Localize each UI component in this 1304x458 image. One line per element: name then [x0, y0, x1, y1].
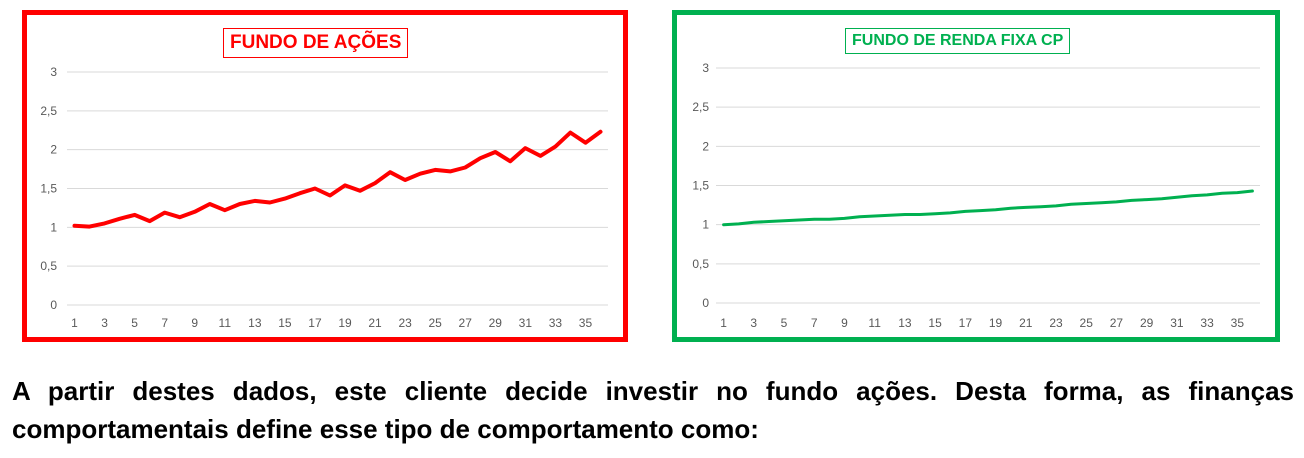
renda-fixa-x-tick-label: 25: [1080, 316, 1094, 330]
acoes-line-chart: 00,511,522,531 3 5 7 9 11 13 15 17 19 21 23 25 27 29 31…: [40, 65, 608, 330]
acoes-x-tick-label: 19: [338, 316, 352, 330]
renda-fixa-x-tick-label: 19: [989, 316, 1003, 330]
acoes-x-tick-label: 25: [429, 316, 443, 330]
acoes-y-tick-label: 1: [50, 220, 57, 234]
acoes-y-tick-label: 0,5: [40, 259, 57, 273]
renda-fixa-x-tick-label: 29: [1140, 316, 1154, 330]
renda-fixa-x-tick-label: 33: [1200, 316, 1214, 330]
renda-fixa-chart-panel: 0 0,5 1 1,5 2 2,5 3 1 3 5 7 9 11 13 15 17 19 21 23 25 27 29 31…: [672, 10, 1280, 342]
question-text: A partir destes dados, este cliente deci…: [12, 376, 1294, 444]
renda-fixa-y-tick-label: 1,5: [692, 179, 709, 193]
renda-fixa-x-tick-label: 15: [928, 316, 942, 330]
acoes-x-tick-label: 35: [579, 316, 593, 330]
renda-fixa-x-tick-label: 7: [811, 316, 818, 330]
renda-fixa-x-tick-label: 27: [1110, 316, 1124, 330]
renda-fixa-x-tick-label: 21: [1019, 316, 1033, 330]
renda-fixa-chart-title: FUNDO DE RENDA FIXA CP: [845, 28, 1071, 54]
renda-fixa-y-tick-label: 0: [702, 296, 709, 310]
acoes-x-tick-label: 1: [71, 316, 78, 330]
acoes-y-tick-label: 3: [50, 65, 57, 79]
renda-fixa-x-tick-label: 3: [750, 316, 757, 330]
acoes-chart-panel: 0 0,5 1 1,5 2 2,5 3 1 3 5 7 9 11 13 15 17 19 21 23 25 27 29 31…: [22, 10, 628, 342]
renda-fixa-x-tick-label: 23: [1049, 316, 1063, 330]
acoes-x-tick-label: 23: [398, 316, 412, 330]
acoes-x-tick-label: 21: [368, 316, 382, 330]
acoes-x-tick-label: 11: [219, 316, 232, 330]
renda-fixa-y-tick-label: 0,5: [692, 257, 709, 271]
acoes-x-tick-label: 15: [278, 316, 292, 330]
renda-fixa-x-tick-label: 9: [841, 316, 848, 330]
renda-fixa-x-tick-label: 35: [1231, 316, 1245, 330]
renda-fixa-y-tick-label: 2,5: [692, 100, 709, 114]
renda-fixa-y-tick-label: 2: [702, 139, 709, 153]
renda-fixa-x-tick-label: 5: [781, 316, 788, 330]
acoes-x-tick-label: 7: [161, 316, 168, 330]
acoes-x-tick-label: 17: [308, 316, 322, 330]
acoes-y-tick-label: 0: [50, 298, 57, 312]
renda-fixa-x-tick-label: 17: [959, 316, 973, 330]
acoes-x-tick-label: 13: [248, 316, 262, 330]
renda-fixa-line-chart: 00,511,522,531 3 5 7 9 11 13 15 17 19 21 23 25 27 29 31…: [692, 61, 1260, 330]
acoes-y-tick-label: 1,5: [40, 182, 57, 196]
acoes-x-tick-label: 29: [489, 316, 503, 330]
acoes-x-tick-label: 5: [131, 316, 138, 330]
renda-fixa-y-tick-label: 3: [702, 61, 709, 75]
renda-fixa-x-tick-label: 11: [868, 316, 881, 330]
acoes-series-line: [72, 129, 603, 229]
acoes-x-tick-label: 3: [101, 316, 108, 330]
acoes-y-tick-label: 2,5: [40, 104, 57, 118]
renda-fixa-x-tick-label: 1: [720, 316, 727, 330]
acoes-x-tick-label: 33: [549, 316, 563, 330]
acoes-x-tick-label: 27: [459, 316, 473, 330]
renda-fixa-x-tick-label: 31: [1170, 316, 1184, 330]
acoes-x-tick-label: 9: [191, 316, 198, 330]
renda-fixa-y-tick-label: 1: [702, 218, 709, 232]
acoes-x-tick-label: 31: [519, 316, 533, 330]
renda-fixa-series-line: [722, 189, 1254, 227]
acoes-chart-title: FUNDO DE AÇÕES: [223, 28, 409, 58]
acoes-y-tick-label: 2: [50, 143, 57, 157]
renda-fixa-x-tick-label: 13: [898, 316, 912, 330]
